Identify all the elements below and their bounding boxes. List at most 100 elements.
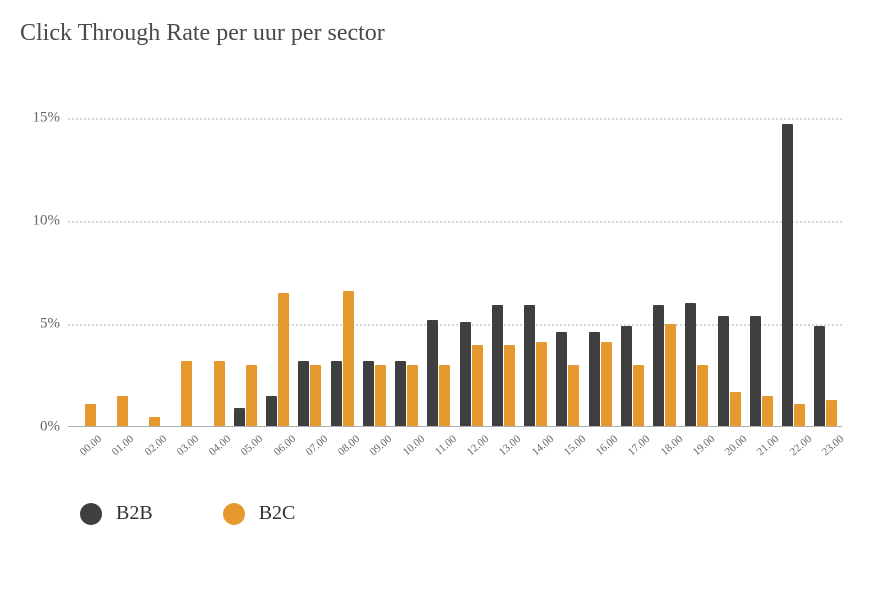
x-label-slot: 02.00 [133,427,165,472]
bar-b2b [492,305,503,427]
x-label-slot: 13.00 [487,427,519,472]
bar-b2c [343,291,354,427]
x-label-slot: 07.00 [294,427,326,472]
x-label-slot: 14.00 [520,427,552,472]
bar-b2b [427,320,438,427]
y-axis: 0%5%10%15% [20,97,68,427]
bar-b2c [310,365,321,427]
bar-b2b [395,361,406,427]
bar-b2b [460,322,471,427]
x-label-slot: 15.00 [552,427,584,472]
bar-b2b [524,305,535,427]
bar-b2b [556,332,567,427]
bar-b2b [814,326,825,427]
x-tick-label: 23.00 [820,433,847,458]
x-axis-labels: 00.0001.0002.0003.0004.0005.0006.0007.00… [68,427,842,472]
bar-group [745,97,777,427]
bar-b2b [589,332,600,427]
bar-group [165,97,197,427]
bar-group [423,97,455,427]
x-label-slot: 06.00 [262,427,294,472]
bar-group [262,97,294,427]
bar-group [391,97,423,427]
legend-item-b2c: B2C [223,502,296,525]
bar-b2c [439,365,450,427]
bar-group [778,97,810,427]
bar-b2b [782,124,793,427]
bar-b2c [278,293,289,427]
bar-group [616,97,648,427]
x-label-slot: 20.00 [713,427,745,472]
x-label-slot: 01.00 [100,427,132,472]
bar-b2c [117,396,128,427]
bar-b2c [375,365,386,427]
x-label-slot: 04.00 [197,427,229,472]
bar-b2c [665,324,676,427]
bar-b2c [697,365,708,427]
x-label-slot: 03.00 [165,427,197,472]
x-label-slot: 19.00 [681,427,713,472]
x-label-slot: 11.00 [423,427,455,472]
x-label-slot: 09.00 [358,427,390,472]
legend-swatch-b2b [80,503,102,525]
bar-b2c [85,404,96,427]
y-tick-label: 0% [40,419,60,436]
y-tick-label: 5% [40,315,60,332]
bar-group [358,97,390,427]
bar-b2c [214,361,225,427]
bar-group [100,97,132,427]
x-label-slot: 05.00 [229,427,261,472]
bar-b2b [621,326,632,427]
x-label-slot: 22.00 [778,427,810,472]
bar-group [810,97,842,427]
bar-b2c [407,365,418,427]
bar-group [649,97,681,427]
x-label-slot: 10.00 [391,427,423,472]
x-label-slot: 12.00 [455,427,487,472]
y-tick-label: 10% [33,212,61,229]
bar-b2b [653,305,664,427]
bar-b2b [718,316,729,427]
bar-group [487,97,519,427]
bar-group [326,97,358,427]
bar-b2c [472,345,483,428]
bar-b2c [504,345,515,428]
bar-group [455,97,487,427]
bar-group [552,97,584,427]
x-label-slot: 18.00 [649,427,681,472]
bar-group [713,97,745,427]
bar-b2b [331,361,342,427]
legend-label-b2b: B2B [116,502,153,525]
bar-b2b [266,396,277,427]
x-label-slot: 17.00 [616,427,648,472]
x-label-slot: 00.00 [68,427,100,472]
bar-group [229,97,261,427]
y-tick-label: 15% [33,109,61,126]
legend-item-b2b: B2B [80,502,153,525]
x-label-slot: 23.00 [810,427,842,472]
bar-b2c [794,404,805,427]
bar-group [520,97,552,427]
x-label-slot: 16.00 [584,427,616,472]
bar-b2b [234,408,245,427]
bar-b2b [685,303,696,427]
bar-b2c [730,392,741,427]
bar-b2c [762,396,773,427]
bar-group [681,97,713,427]
bar-group [133,97,165,427]
bar-b2c [246,365,257,427]
bar-group [584,97,616,427]
bar-b2c [826,400,837,427]
bar-group [197,97,229,427]
chart-title: Click Through Rate per uur per sector [20,20,852,47]
bar-b2c [633,365,644,427]
x-label-slot: 08.00 [326,427,358,472]
bar-b2c [568,365,579,427]
plot-area: 0%5%10%15% [68,97,842,427]
bars-area [68,97,842,427]
bar-b2b [750,316,761,427]
bar-b2b [363,361,374,427]
bar-group [294,97,326,427]
bar-b2c [536,342,547,427]
bar-b2c [181,361,192,427]
